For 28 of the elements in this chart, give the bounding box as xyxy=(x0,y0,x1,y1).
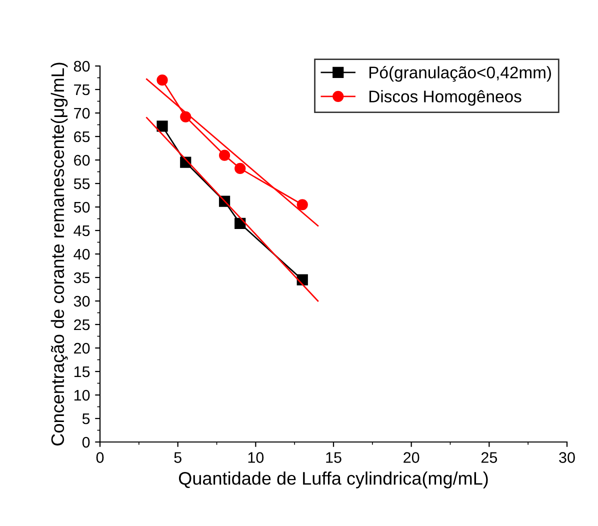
y-tick-label: 50 xyxy=(74,202,90,213)
y-tick-label: 65 xyxy=(74,131,90,142)
x-tick-label: 25 xyxy=(481,452,498,463)
y-tick-label: 20 xyxy=(74,342,90,354)
y-tick-label: 5 xyxy=(82,414,90,424)
y-tick-label: 0 xyxy=(82,436,90,448)
y-tick-label: 35 xyxy=(74,272,90,284)
y-tick-label: 45 xyxy=(74,226,90,236)
y-tick-label: 80 xyxy=(74,60,90,72)
x-tick-label: 10 xyxy=(248,452,264,463)
x-tick-label: 30 xyxy=(559,452,575,463)
y-axis-title: Concentração de corante remanescente(μg/mL) xyxy=(50,62,68,446)
y-tick-label: 70 xyxy=(74,108,90,119)
legend-label: Discos Homogêneos xyxy=(369,90,522,106)
y-tick-label: 55 xyxy=(74,178,90,190)
x-tick-label: 15 xyxy=(326,452,342,463)
x-tick-label: 5 xyxy=(174,452,182,463)
x-axis-title: Quantidade de Luffa cylindrica(mg/mL) xyxy=(178,472,488,488)
y-tick-label: 25 xyxy=(74,319,90,330)
x-tick-label: 20 xyxy=(404,452,420,463)
y-tick-label: 10 xyxy=(74,390,90,401)
x-tick-label: 0 xyxy=(96,452,104,463)
y-tick-label: 40 xyxy=(74,248,90,260)
y-tick-label: 30 xyxy=(74,296,90,307)
y-tick-label: 15 xyxy=(74,366,90,378)
y-tick-label: 75 xyxy=(74,84,90,96)
legend-label: Pó(granulação<0,42mm) xyxy=(369,66,551,82)
y-tick-label: 60 xyxy=(74,154,90,166)
